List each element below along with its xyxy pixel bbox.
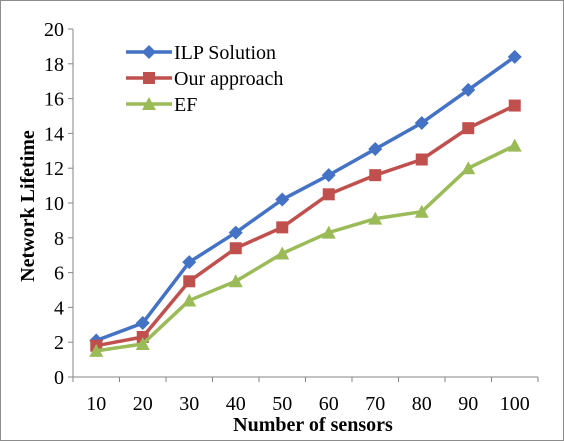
y-tick-label: 2 <box>54 332 64 354</box>
series-line <box>95 144 516 353</box>
data-point <box>275 192 290 207</box>
data-point <box>276 221 289 234</box>
data-point <box>182 293 197 307</box>
y-tick-label: 20 <box>44 19 64 41</box>
series-line <box>95 103 516 348</box>
data-point <box>229 242 242 255</box>
data-point <box>182 255 197 270</box>
x-tick-label: 40 <box>226 393 246 415</box>
y-axis-title: Network Lifetime <box>17 130 39 282</box>
data-point <box>275 246 290 260</box>
series-1 <box>90 99 521 352</box>
series-line <box>95 55 516 343</box>
y-tick-label: 12 <box>44 158 64 180</box>
x-tick-label: 60 <box>319 393 339 415</box>
data-point <box>461 161 476 175</box>
x-axis-title: Number of sensors <box>233 414 393 436</box>
data-point <box>135 336 150 350</box>
x-tick-label: 30 <box>179 393 199 415</box>
y-tick-label: 16 <box>44 89 64 111</box>
x-tick-label: 90 <box>458 393 478 415</box>
x-tick-label: 80 <box>412 393 432 415</box>
data-point <box>228 225 243 240</box>
data-point <box>414 115 429 130</box>
legend-entry: Our approach <box>126 68 283 90</box>
data-point <box>461 82 476 97</box>
y-tick-label: 14 <box>44 123 64 145</box>
series-layer <box>89 49 522 357</box>
legend-label: ILP Solution <box>174 42 276 64</box>
y-tick-label: 0 <box>54 367 64 389</box>
legend-entry: ILP Solution <box>126 42 276 64</box>
data-point <box>322 188 335 201</box>
data-point <box>321 225 336 239</box>
data-point <box>462 122 475 135</box>
series-2 <box>89 138 522 357</box>
data-point <box>321 168 336 183</box>
series-0 <box>89 49 522 348</box>
legend-label: Our approach <box>174 68 283 90</box>
x-tick-label: 10 <box>86 393 106 415</box>
data-point <box>135 316 150 331</box>
y-tick-label: 18 <box>44 54 64 76</box>
y-tick-label: 6 <box>54 263 64 285</box>
x-tick-label: 50 <box>272 393 292 415</box>
x-tick-label: 100 <box>500 393 530 415</box>
x-tick-label: 70 <box>365 393 385 415</box>
legend-marker <box>142 97 156 110</box>
legend-marker <box>142 45 156 59</box>
y-tick-label: 4 <box>54 297 64 319</box>
y-tick-label: 8 <box>54 228 64 250</box>
data-point <box>89 343 104 357</box>
data-point <box>369 169 382 182</box>
data-point <box>368 142 383 157</box>
data-point <box>415 153 428 166</box>
legend: ILP Solution Our approach EF <box>126 42 283 116</box>
data-point <box>414 204 429 218</box>
y-tick-label: 10 <box>44 193 64 215</box>
axes: 0 2 4 6 8 10 12 14 16 18 20 10 20 30 40 50 60 70 80 90 100 <box>44 19 539 415</box>
data-point <box>368 211 383 225</box>
data-point <box>183 275 196 288</box>
data-point <box>507 138 522 152</box>
data-point <box>508 99 521 112</box>
data-point <box>507 49 522 64</box>
legend-entry: EF <box>126 94 197 116</box>
legend-label: EF <box>174 94 197 116</box>
data-point <box>228 274 243 288</box>
legend-marker <box>143 72 155 84</box>
x-tick-label: 20 <box>133 393 153 415</box>
